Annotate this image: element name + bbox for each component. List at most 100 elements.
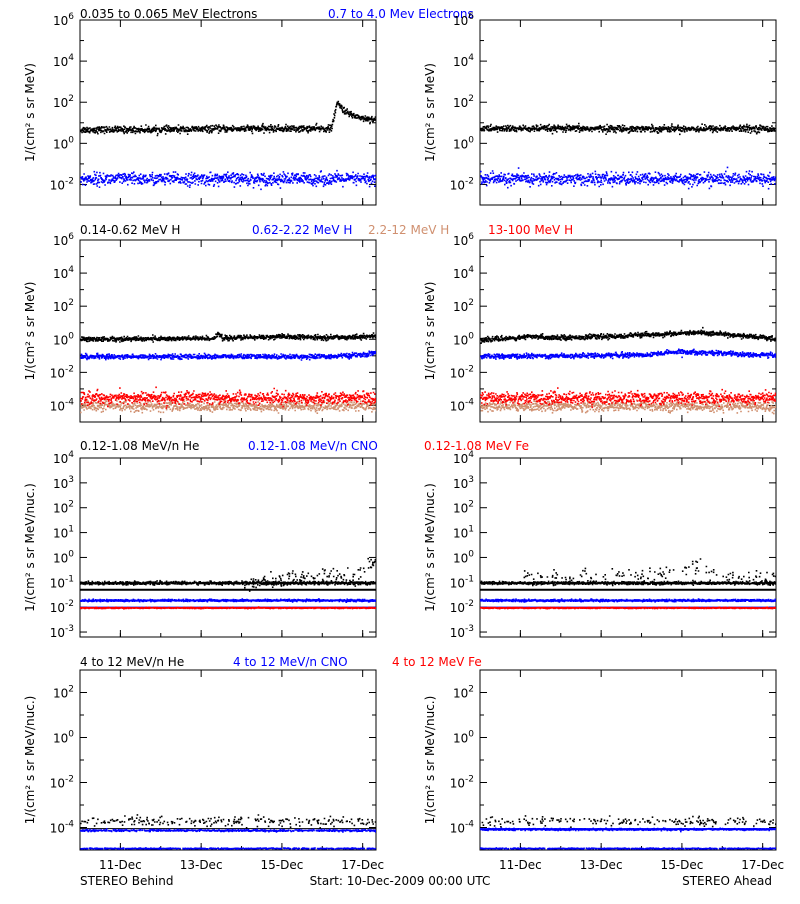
series-2 <box>480 396 776 415</box>
legend-heavy-low-1: 0.12-1.08 MeV/n CNO <box>248 439 378 453</box>
legend-protons-2: 2.2-12 MeV H <box>368 223 449 237</box>
legend-heavy-low-2: 0.12-1.08 MeV Fe <box>424 439 529 453</box>
y-tick-label: 10-3 <box>50 624 74 640</box>
footer-layer: STEREO Behind Start: 10-Dec-2009 00:00 U… <box>80 874 772 888</box>
x-tick-label: 15-Dec <box>260 858 303 872</box>
y-tick-label: 100 <box>453 135 474 151</box>
data-layer <box>80 814 376 850</box>
y-tick-label: 10-2 <box>450 599 474 615</box>
y-tick-label: 10-2 <box>50 176 74 192</box>
series-0 <box>480 326 776 344</box>
y-tick-label: 104 <box>453 450 474 466</box>
legend-protons-1: 0.62-2.22 MeV H <box>252 223 352 237</box>
y-tick-label: 10-2 <box>450 176 474 192</box>
y-tick-label: 100 <box>53 135 74 151</box>
panel-protons-ahead: 10-4 10-2 100 102 104 106 1/(cm² s sr MeV) <box>423 232 777 423</box>
series-0 <box>80 557 376 592</box>
y-tick-label: 104 <box>53 265 74 281</box>
series-2 <box>480 847 776 850</box>
series-points <box>480 396 776 415</box>
y-tick-label: 10-2 <box>50 364 74 380</box>
y-tick-label: 10-2 <box>450 775 474 791</box>
series-points <box>480 122 776 136</box>
x-tick-label: 11-Dec <box>99 858 142 872</box>
series-points <box>480 606 776 610</box>
y-tick-label: 10-2 <box>50 775 74 791</box>
legend-protons-3: 13-100 MeV H <box>488 223 573 237</box>
y-axis-label: 1/(cm² s sr MeV) <box>23 63 37 162</box>
y-tick-label: 102 <box>453 500 474 516</box>
series-points <box>480 387 776 408</box>
y-tick-label: 100 <box>53 549 74 565</box>
series-0 <box>480 122 776 136</box>
footer-right-label: STEREO Ahead <box>682 874 772 888</box>
data-layer <box>480 326 776 415</box>
series-1 <box>480 348 776 360</box>
series-1 <box>80 598 376 608</box>
y-tick-label: 104 <box>53 53 74 69</box>
x-tick-label: 11-Dec <box>499 858 542 872</box>
x-tick-label: 13-Dec <box>580 858 623 872</box>
series-points <box>80 398 376 414</box>
series-0 <box>481 815 776 828</box>
y-axis-label: 1/(cm² s sr MeV/nuc.) <box>423 483 437 612</box>
y-tick-label: 106 <box>53 232 74 248</box>
plot-frame <box>479 457 777 638</box>
panel-heavy-high-behind: 10-4 10-2 100 102 11-Dec 13-Dec 15-Dec 17-Dec 1/… <box>23 669 384 872</box>
y-axis-label: 1/(cm² s sr MeV) <box>423 63 437 162</box>
y-tick-label: 10-2 <box>450 364 474 380</box>
panels-layer: 10-2 100 102 104 106 1/(cm² s sr MeV) 10-2 100 1… <box>23 12 784 872</box>
series-points <box>80 100 376 137</box>
x-tick-label: 17-Dec <box>341 858 384 872</box>
legend-protons-0: 0.14-0.62 MeV H <box>80 223 180 237</box>
plot-frame <box>479 239 777 423</box>
y-tick-label: 102 <box>453 685 474 701</box>
series-1 <box>480 827 776 833</box>
legend-heavy-low-0: 0.12-1.08 MeV/n He <box>80 439 199 453</box>
panel-heavy-high-ahead: 10-4 10-2 100 102 11-Dec 13-Dec 15-Dec 17-Dec 1/… <box>423 669 784 872</box>
plot-frame <box>79 19 377 206</box>
y-tick-label: 106 <box>453 12 474 28</box>
legend-electrons-0: 0.035 to 0.065 MeV Electrons <box>80 7 257 21</box>
x-tick-label: 17-Dec <box>741 858 784 872</box>
y-tick-label: 10-1 <box>50 574 74 590</box>
series-points <box>480 348 776 360</box>
series-points <box>80 828 376 833</box>
y-tick-label: 106 <box>453 232 474 248</box>
y-tick-label: 10-4 <box>50 820 75 836</box>
series-2 <box>80 398 376 414</box>
y-tick-label: 10-4 <box>450 820 475 836</box>
series-points <box>80 386 376 409</box>
series-3 <box>80 386 376 409</box>
y-tick-label: 10-4 <box>50 397 75 413</box>
series-points <box>80 606 376 610</box>
legend-heavy-high-1: 4 to 12 MeV/n CNO <box>233 655 348 669</box>
legend-heavy-high-0: 4 to 12 MeV/n He <box>80 655 184 669</box>
y-axis-label: 1/(cm² s sr MeV/nuc.) <box>23 696 37 825</box>
series-points <box>80 598 376 603</box>
data-layer <box>480 558 776 610</box>
y-tick-label: 103 <box>453 475 474 491</box>
y-tick-label: 102 <box>53 500 74 516</box>
plot-frame <box>79 239 377 423</box>
series-points <box>80 847 376 850</box>
y-axis-label: 1/(cm² s sr MeV) <box>423 282 437 381</box>
series-points <box>480 166 776 190</box>
legend-layer: 0.035 to 0.065 MeV Electrons 0.7 to 4.0 M… <box>80 7 573 669</box>
y-tick-label: 10-4 <box>450 397 475 413</box>
y-axis-label: 1/(cm² s sr MeV/nuc.) <box>423 696 437 825</box>
y-tick-label: 100 <box>53 730 74 746</box>
y-tick-label: 101 <box>453 525 474 541</box>
data-layer <box>480 122 776 190</box>
series-1 <box>80 169 376 191</box>
y-tick-label: 102 <box>453 298 474 314</box>
series-3 <box>480 387 776 408</box>
legend-heavy-high-2: 4 to 12 MeV Fe <box>392 655 482 669</box>
series-1 <box>80 828 376 833</box>
y-tick-label: 102 <box>53 298 74 314</box>
y-tick-label: 100 <box>453 730 474 746</box>
series-points <box>481 815 776 828</box>
footer-center-label: Start: 10-Dec-2009 00:00 UTC <box>310 874 491 888</box>
y-tick-label: 10-1 <box>450 574 474 590</box>
